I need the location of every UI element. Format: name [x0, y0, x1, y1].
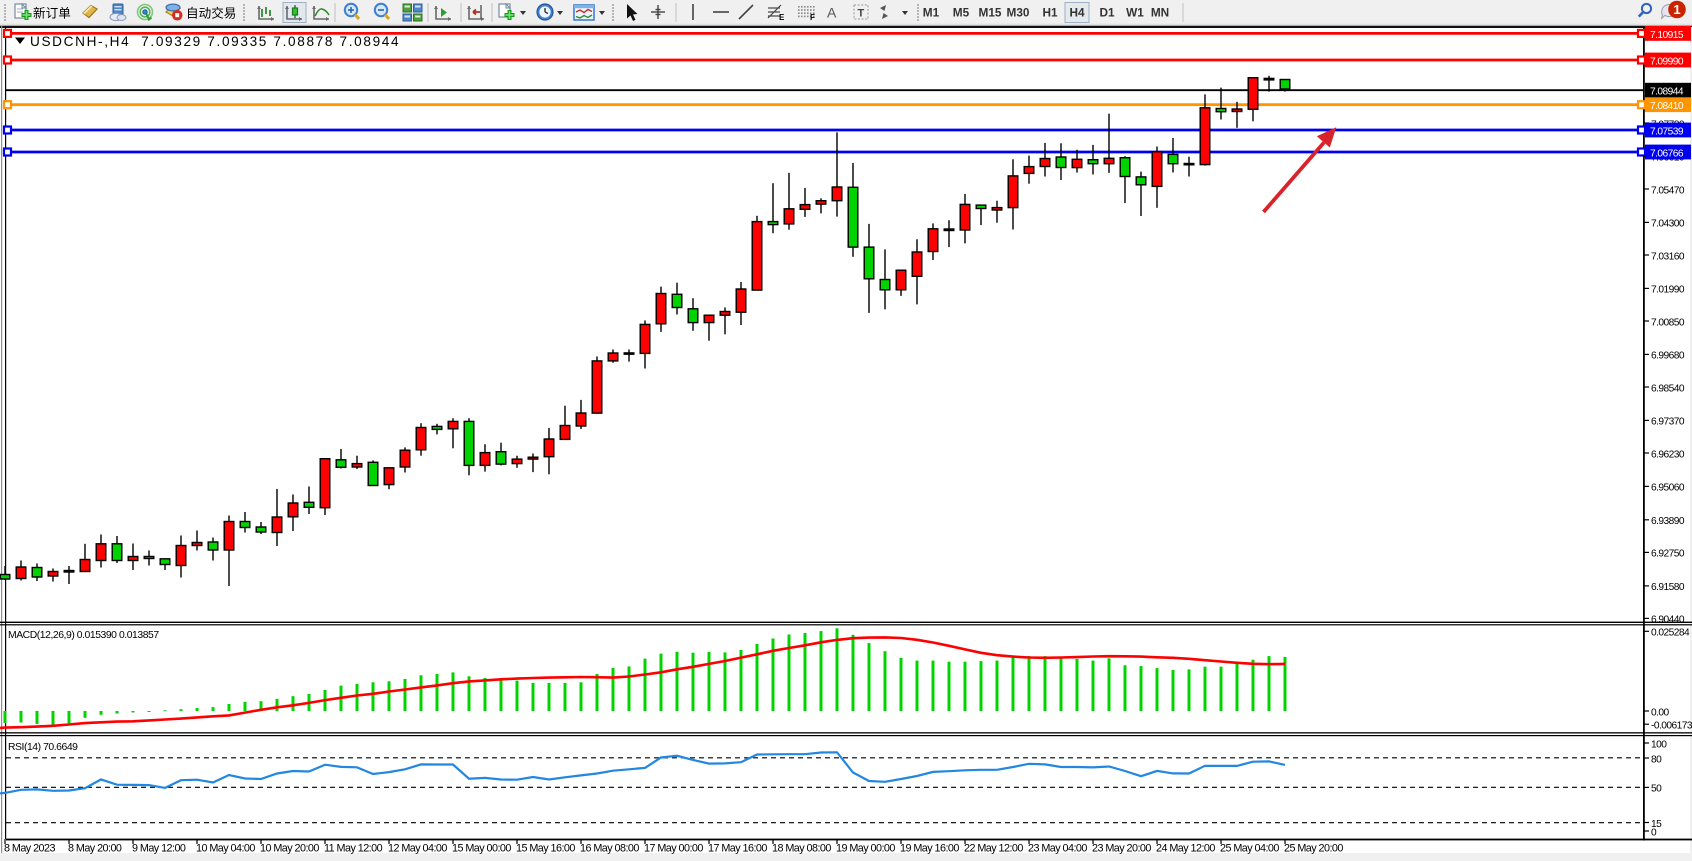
svg-text:9 May 12:00: 9 May 12:00: [132, 843, 186, 855]
svg-text:6.93890: 6.93890: [1651, 516, 1685, 527]
svg-text:MN: MN: [1151, 6, 1169, 20]
svg-text:22 May 12:00: 22 May 12:00: [964, 843, 1023, 855]
svg-text:7.06766: 7.06766: [1650, 149, 1684, 160]
svg-text:6.96230: 6.96230: [1651, 449, 1685, 460]
svg-text:H1: H1: [1042, 6, 1058, 20]
svg-text:M30: M30: [1007, 6, 1030, 20]
svg-text:11 May 12:00: 11 May 12:00: [324, 843, 383, 855]
svg-text:15 May 16:00: 15 May 16:00: [516, 843, 575, 855]
svg-text:6.90440: 6.90440: [1651, 615, 1685, 626]
svg-text:7.10915: 7.10915: [1650, 30, 1684, 41]
svg-text:M5: M5: [953, 6, 970, 20]
svg-text:19 May 16:00: 19 May 16:00: [900, 843, 959, 855]
svg-text:H4: H4: [1069, 6, 1085, 20]
svg-text:E: E: [779, 13, 785, 22]
svg-text:25 May 04:00: 25 May 04:00: [1220, 843, 1279, 855]
svg-text:10 May 20:00: 10 May 20:00: [260, 843, 319, 855]
svg-text:D1: D1: [1099, 6, 1115, 20]
svg-text:6.92750: 6.92750: [1651, 549, 1685, 560]
svg-text:M15: M15: [979, 6, 1002, 20]
svg-text:0.00: 0.00: [1651, 707, 1670, 718]
svg-text:7.08410: 7.08410: [1650, 101, 1684, 112]
svg-text:-0.006173: -0.006173: [1651, 721, 1692, 732]
svg-text:0.025284: 0.025284: [1651, 628, 1690, 639]
svg-text:自动交易: 自动交易: [186, 6, 236, 21]
svg-text:6.95060: 6.95060: [1651, 483, 1685, 494]
svg-text:新订单: 新订单: [33, 6, 71, 21]
svg-text:12 May 04:00: 12 May 04:00: [388, 843, 447, 855]
svg-text:7.07539: 7.07539: [1650, 127, 1684, 138]
svg-text:16 May 08:00: 16 May 08:00: [580, 843, 639, 855]
svg-text:23 May 04:00: 23 May 04:00: [1028, 843, 1087, 855]
svg-text:6.91580: 6.91580: [1651, 582, 1685, 593]
svg-text:80: 80: [1651, 754, 1662, 765]
svg-text:10 May 04:00: 10 May 04:00: [196, 843, 255, 855]
svg-text:F: F: [810, 13, 815, 22]
svg-text:A: A: [827, 5, 837, 21]
svg-text:7.04300: 7.04300: [1651, 219, 1685, 230]
svg-text:7.08944: 7.08944: [1650, 87, 1684, 98]
svg-text:7.01990: 7.01990: [1651, 285, 1685, 296]
svg-text:15 May 00:00: 15 May 00:00: [452, 843, 511, 855]
svg-text:19 May 00:00: 19 May 00:00: [836, 843, 895, 855]
svg-text:15: 15: [1651, 819, 1662, 830]
svg-text:7.00850: 7.00850: [1651, 317, 1685, 328]
svg-text:6.99680: 6.99680: [1651, 351, 1685, 362]
svg-text:25 May 20:00: 25 May 20:00: [1284, 843, 1343, 855]
svg-text:W1: W1: [1126, 6, 1144, 20]
svg-text:0: 0: [1651, 827, 1657, 838]
svg-text:7.05470: 7.05470: [1651, 185, 1685, 196]
svg-text:17 May 16:00: 17 May 16:00: [708, 843, 767, 855]
svg-text:6.97370: 6.97370: [1651, 417, 1685, 428]
svg-text:M1: M1: [923, 6, 940, 20]
svg-text:RSI(14) 70.6649: RSI(14) 70.6649: [8, 742, 78, 753]
svg-text:8 May 20:00: 8 May 20:00: [68, 843, 122, 855]
svg-text:23 May 20:00: 23 May 20:00: [1092, 843, 1151, 855]
svg-text:24 May 12:00: 24 May 12:00: [1156, 843, 1215, 855]
svg-text:50: 50: [1651, 784, 1662, 795]
svg-text:6.98540: 6.98540: [1651, 383, 1685, 394]
svg-text:8 May 2023: 8 May 2023: [4, 843, 55, 855]
svg-text:17 May 00:00: 17 May 00:00: [644, 843, 703, 855]
svg-text:18 May 08:00: 18 May 08:00: [772, 843, 831, 855]
svg-text:1: 1: [1673, 2, 1680, 17]
svg-text:7.09990: 7.09990: [1650, 57, 1684, 68]
svg-text:MACD(12,26,9) 0.015390 0.01385: MACD(12,26,9) 0.015390 0.013857: [8, 630, 159, 641]
svg-text:7.03160: 7.03160: [1651, 251, 1685, 262]
svg-text:T: T: [858, 8, 865, 20]
svg-text:USDCNH-,H4 7.09329 7.09335 7.: USDCNH-,H4 7.09329 7.09335 7.08878 7.089…: [30, 34, 400, 49]
svg-text:100: 100: [1651, 739, 1667, 750]
